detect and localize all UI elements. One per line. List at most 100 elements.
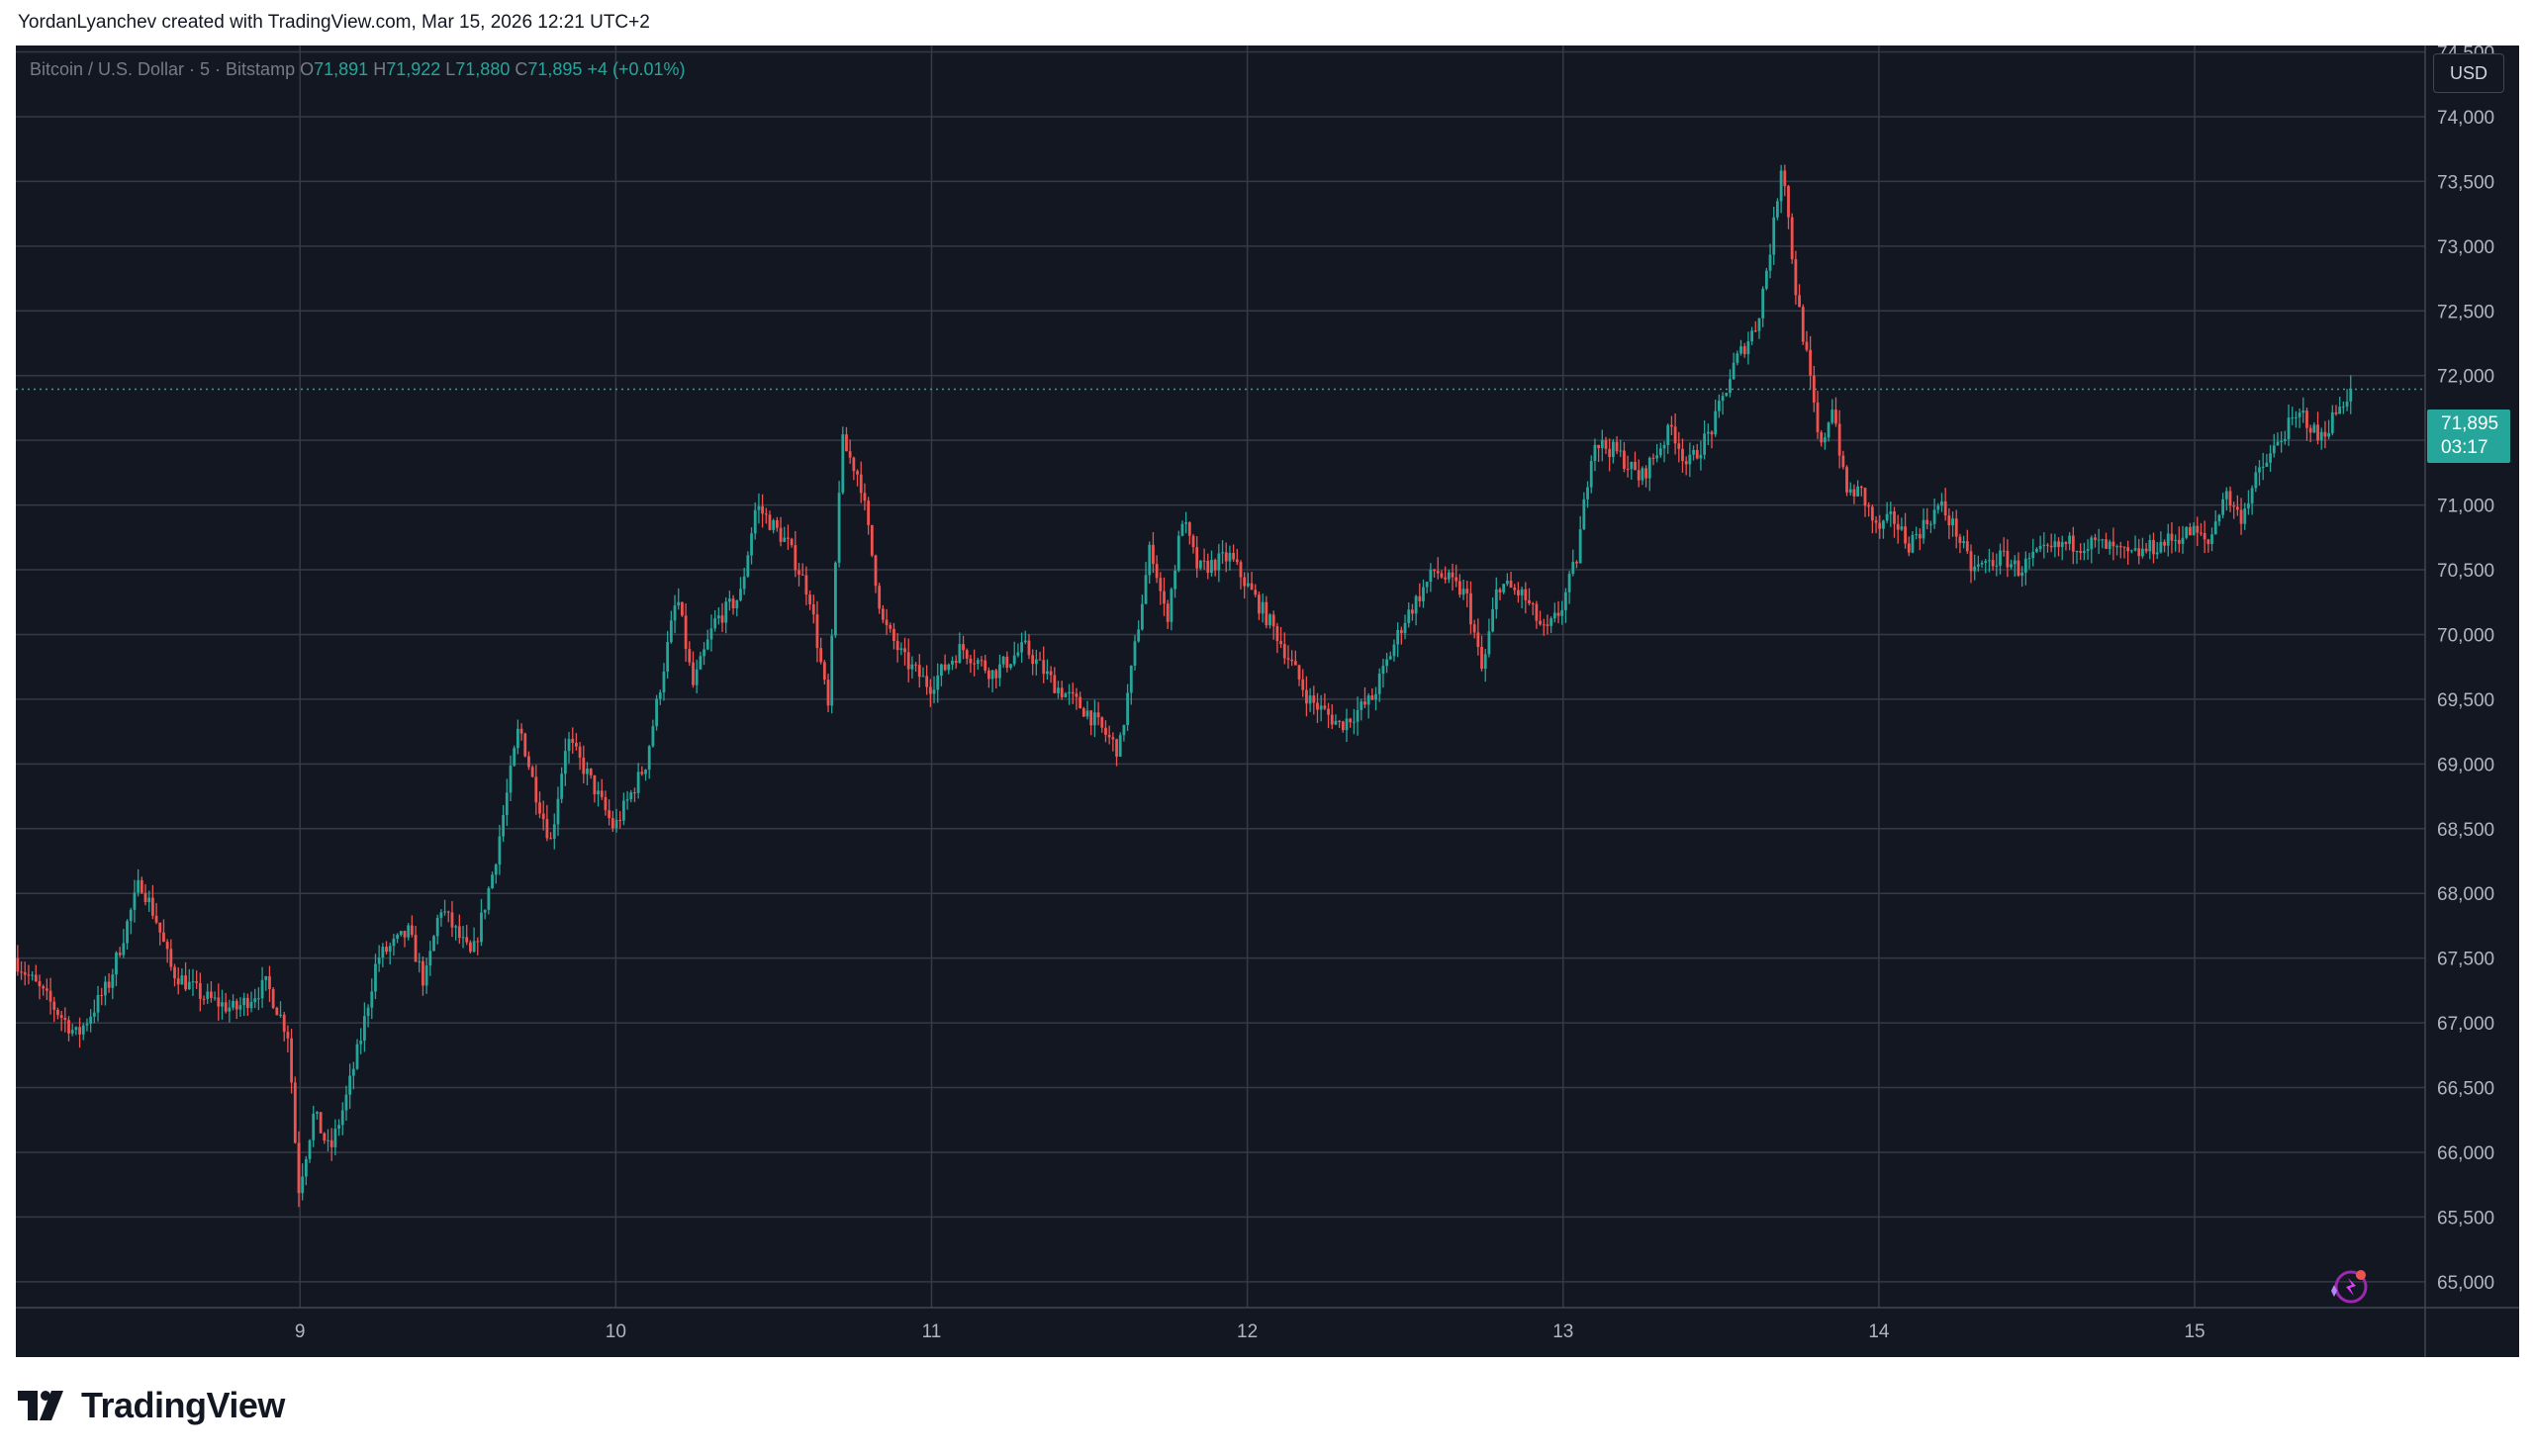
candle-body: [2327, 432, 2331, 437]
candle-body: [2239, 509, 2243, 524]
candle-body: [1988, 560, 1991, 562]
sparkle-assistant-icon[interactable]: [2331, 1270, 2368, 1304]
candle-body: [1787, 186, 1790, 218]
candle-body: [140, 879, 143, 893]
candle-body: [651, 726, 655, 747]
candle-body: [1352, 721, 1356, 723]
candle-body: [1265, 601, 1268, 626]
candle-body: [443, 911, 446, 913]
candle-body: [2280, 440, 2284, 442]
footer-logo[interactable]: TradingView: [18, 1385, 285, 1426]
candle-body: [1498, 589, 1502, 592]
candle-body: [783, 537, 787, 542]
candle-body: [1250, 583, 1254, 591]
candle-body: [841, 434, 845, 494]
candle-body: [1451, 572, 1454, 578]
candle-body: [206, 991, 210, 999]
candle-body: [137, 879, 141, 893]
candle-body: [2338, 407, 2342, 414]
candle-body: [333, 1129, 337, 1147]
candle-body: [1958, 536, 1962, 543]
candle-body: [856, 471, 859, 475]
candle-body: [1790, 217, 1794, 260]
symbol-description[interactable]: Bitcoin / U.S. Dollar · 5 · Bitstamp: [30, 59, 296, 79]
candle-body: [1345, 718, 1349, 731]
candle-body: [461, 937, 465, 939]
candle-body: [1407, 609, 1411, 623]
candle-body: [407, 925, 411, 938]
candle-body: [2042, 544, 2046, 546]
candle-body: [1049, 671, 1053, 676]
candle-body: [351, 1068, 355, 1076]
candle-body: [1159, 578, 1163, 592]
candle-body: [1764, 270, 1768, 289]
candle-body: [1900, 526, 1904, 530]
candle-body: [859, 474, 863, 494]
candle-body: [1564, 592, 1567, 610]
candle-body: [1567, 574, 1571, 592]
candle-body: [1714, 410, 1718, 435]
time-tick-label: 13: [1552, 1321, 1573, 1342]
price-tick-label: 68,000: [2437, 884, 2494, 905]
candle-body: [932, 689, 936, 694]
candle-body: [1600, 439, 1604, 449]
candle-body: [746, 555, 750, 577]
candle-body: [2312, 424, 2316, 433]
candle-body: [2020, 572, 2024, 576]
candle-body: [1929, 523, 1932, 525]
candle-body: [1630, 461, 1634, 470]
candle-body: [2345, 401, 2349, 408]
candle-body: [2148, 540, 2152, 552]
currency-button[interactable]: USD: [2433, 53, 2504, 93]
candle-body: [509, 766, 513, 793]
candle-body: [403, 931, 407, 938]
candle-body: [1129, 666, 1133, 693]
candle-body: [2129, 550, 2133, 552]
candle-body: [1228, 552, 1232, 562]
candle-body: [1239, 562, 1243, 578]
candle-body: [903, 648, 906, 653]
candle-body: [1805, 341, 1809, 350]
candle-body: [1776, 201, 1779, 218]
candle-body: [677, 601, 681, 606]
candle-body: [1258, 594, 1261, 614]
candle-body: [552, 824, 556, 839]
candle-body: [1586, 487, 1589, 500]
candle-body: [1206, 560, 1210, 574]
candle-body: [410, 925, 414, 936]
candle-body: [775, 519, 779, 528]
candle-body: [450, 912, 454, 928]
candle-body: [530, 767, 534, 777]
candle-body: [636, 772, 640, 793]
candle-body: [1316, 702, 1319, 710]
price-tick-label: 70,000: [2437, 625, 2494, 646]
candle-body: [589, 769, 593, 775]
candle-body: [1684, 461, 1688, 465]
candle-body: [699, 656, 703, 670]
candle-body: [1816, 402, 1820, 433]
candle-body: [1057, 687, 1060, 693]
low-label: L: [445, 59, 456, 79]
candle-body: [1524, 589, 1528, 600]
candle-body: [1845, 467, 1848, 493]
candle-body: [1615, 441, 1619, 452]
candle-body: [1447, 572, 1451, 580]
candle-body: [268, 975, 271, 989]
candle-body: [1360, 701, 1363, 710]
candle-body: [2144, 548, 2148, 552]
candle-body: [826, 680, 830, 706]
chart-panel[interactable]: 65,000 65,500 66,000 66,500 67,000 67,500 68,0…: [16, 46, 2519, 1357]
candle-body: [256, 998, 260, 1000]
candle-body: [1885, 513, 1889, 521]
candle-body: [1589, 461, 1593, 488]
candle-body: [692, 662, 695, 685]
candle-body: [867, 500, 871, 525]
candle-body: [279, 1014, 282, 1016]
candle-body: [392, 939, 396, 947]
candle-body: [224, 1002, 228, 1012]
price-tick-label: 66,500: [2437, 1079, 2494, 1100]
candle-body: [1454, 577, 1458, 582]
candle-body: [567, 739, 571, 752]
candle-body: [1578, 529, 1582, 564]
price-chart[interactable]: 65,000 65,500 66,000 66,500 67,000 67,500 68,0…: [16, 46, 2519, 1357]
